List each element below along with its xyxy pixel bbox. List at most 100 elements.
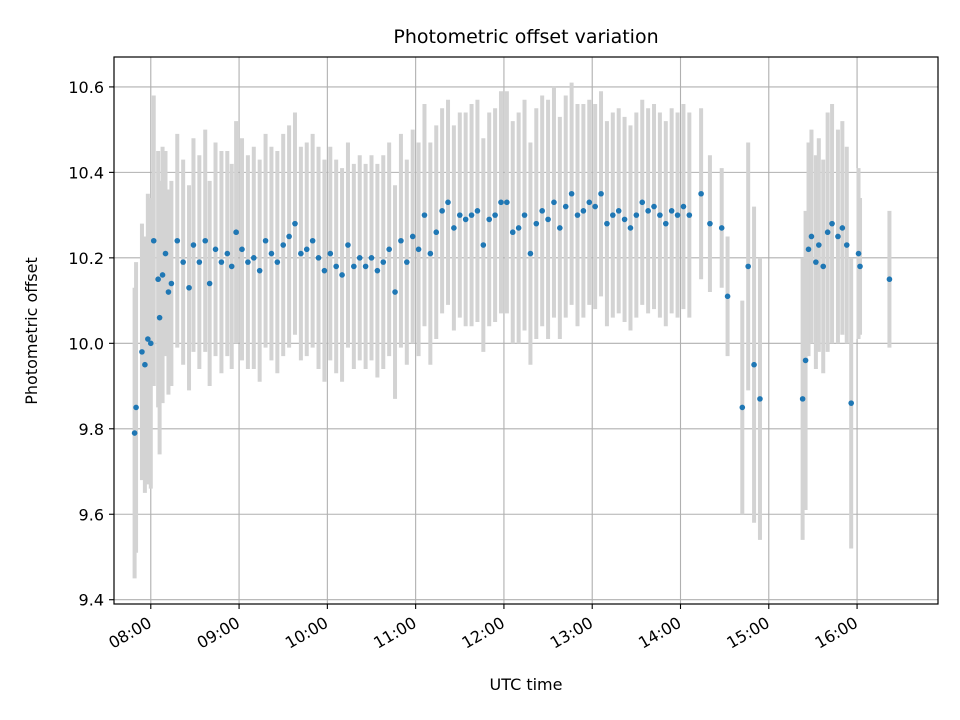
x-tick-label: 13:00	[547, 613, 596, 653]
chart-title: Photometric offset variation	[393, 26, 658, 48]
data-point	[239, 246, 245, 253]
data-point	[562, 203, 569, 210]
data-point	[233, 229, 239, 236]
data-point	[621, 216, 628, 223]
data-point	[180, 259, 186, 265]
x-tick-label: 11:00	[370, 613, 419, 653]
data-point	[686, 212, 693, 218]
data-point	[309, 237, 316, 244]
data-point	[829, 220, 835, 227]
data-point	[131, 430, 138, 436]
x-tick-label: 08:00	[105, 613, 154, 653]
data-point	[224, 250, 231, 257]
y-tick-label: 9.8	[79, 420, 104, 439]
data-point	[356, 255, 363, 261]
data-point	[392, 289, 398, 295]
data-point	[362, 263, 369, 270]
data-point	[262, 237, 269, 244]
data-point	[190, 242, 197, 248]
x-axis: 08:00 09:00 10:00 11:00 12:00 13:00 14:00 15:00…	[105, 604, 861, 653]
data-point	[274, 259, 281, 265]
x-tick-label: 10:00	[282, 613, 331, 653]
data-point	[680, 203, 687, 210]
data-point	[268, 250, 275, 257]
data-point	[574, 212, 581, 218]
y-tick-label: 9.6	[79, 505, 104, 524]
data-point	[196, 259, 203, 265]
data-point	[808, 233, 815, 240]
data-point	[445, 199, 451, 206]
data-point	[604, 220, 610, 227]
data-point	[668, 208, 675, 214]
x-tick-label: 14:00	[635, 613, 684, 653]
data-point	[155, 276, 161, 283]
x-tick-label: 09:00	[194, 613, 243, 653]
data-point	[162, 250, 169, 257]
data-point	[627, 225, 634, 231]
data-point	[848, 400, 854, 406]
data-point	[165, 289, 172, 295]
data-point	[462, 216, 469, 223]
data-point	[386, 246, 392, 253]
data-point	[586, 199, 593, 206]
data-point	[533, 220, 540, 227]
data-point	[206, 280, 213, 287]
data-point	[843, 242, 850, 248]
data-point	[351, 263, 357, 270]
data-point	[639, 199, 646, 206]
data-point	[698, 190, 704, 197]
data-point	[527, 250, 534, 257]
data-point	[757, 396, 763, 402]
data-point	[202, 237, 209, 244]
data-point	[592, 203, 598, 210]
data-point	[480, 242, 487, 248]
data-point	[139, 349, 145, 355]
data-point	[651, 203, 657, 210]
x-tick-label: 15:00	[723, 613, 772, 653]
data-point	[303, 246, 310, 253]
data-point	[820, 263, 827, 270]
y-tick-label: 10.2	[68, 249, 104, 268]
data-point	[147, 340, 154, 347]
data-point	[813, 259, 819, 265]
data-point	[707, 220, 713, 227]
data-point	[433, 229, 440, 236]
data-point	[857, 263, 863, 270]
data-point	[451, 225, 457, 231]
data-point	[333, 263, 339, 270]
data-point	[839, 225, 846, 231]
data-point	[799, 396, 806, 402]
data-point	[816, 242, 822, 248]
data-point	[427, 250, 434, 257]
data-point	[186, 284, 192, 291]
data-point	[168, 280, 175, 287]
data-point	[509, 229, 516, 236]
data-point	[315, 255, 322, 261]
data-point	[515, 225, 522, 231]
y-tick-label: 10.4	[68, 163, 104, 182]
data-point	[610, 212, 616, 218]
x-axis-label: UTC time	[490, 675, 563, 694]
data-point	[802, 357, 809, 364]
data-point	[374, 267, 381, 274]
data-point	[657, 212, 663, 218]
data-point	[415, 246, 422, 253]
data-point	[174, 237, 181, 244]
data-point	[321, 267, 328, 274]
data-point	[855, 250, 862, 257]
data-point	[292, 220, 298, 227]
data-point	[662, 220, 669, 227]
data-point	[327, 250, 334, 257]
data-point	[380, 259, 387, 265]
data-point	[286, 233, 292, 240]
data-point	[568, 190, 575, 197]
data-point	[212, 246, 219, 253]
data-point	[805, 246, 812, 253]
data-point	[339, 272, 345, 278]
data-point	[298, 250, 304, 257]
data-point	[580, 208, 587, 214]
data-point	[409, 233, 416, 240]
data-points	[131, 190, 893, 436]
data-point	[218, 259, 225, 265]
data-point	[545, 216, 551, 223]
